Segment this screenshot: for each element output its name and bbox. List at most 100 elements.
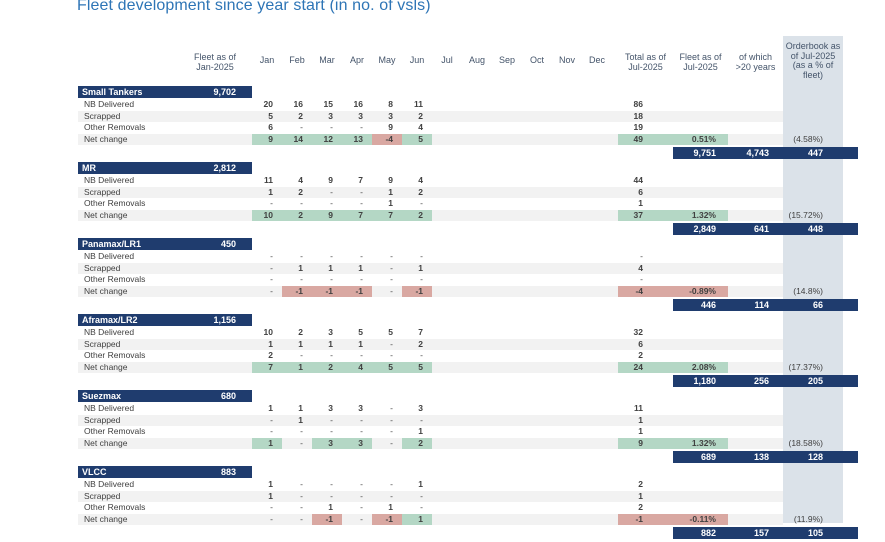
fleet-jul-pct-cell: 1.32%: [673, 209, 728, 221]
orderbook-pct-cell: [783, 274, 843, 286]
summary-bar: 446 114 66: [673, 299, 858, 311]
month-cell: [462, 133, 492, 145]
month-cell: [462, 414, 492, 426]
month-cell: [552, 186, 582, 198]
section-mr: MR 2,812 NB Delivered 11 4 9 7 9 4 44 Scrapped 1 2- -…: [78, 162, 858, 235]
month-cell: 2: [402, 338, 432, 350]
month-cell: -: [282, 490, 312, 502]
summary-ext: [843, 451, 858, 463]
section-fleet-jan-value: 9,702: [213, 87, 236, 97]
month-cell: 1: [342, 338, 372, 350]
gap-cell: [612, 209, 618, 221]
total-cell: 19: [633, 122, 643, 132]
fleet-jan-cell: [178, 110, 252, 122]
fleet-jan-cell: [178, 361, 252, 373]
fleet-jan-cell: [178, 490, 252, 502]
row-label: Other Removals: [84, 502, 146, 512]
month-cell: -: [300, 274, 303, 284]
fleet-jan-cell: [178, 479, 252, 491]
fleet-jan-cell: [178, 251, 252, 263]
fleet-jan-cell: [178, 327, 252, 339]
section-bar: VLCC 883: [78, 466, 252, 478]
fleet-jul-pct-cell: [673, 490, 728, 502]
over20-cell: [728, 437, 783, 449]
month-cell: [522, 403, 552, 415]
fleet-jul-pct-cell: [673, 251, 728, 263]
summary-row: 689 138 128: [78, 451, 858, 463]
orderbook-pct-cell: [783, 350, 843, 362]
section-bar-row: Aframax/LR2 1,156: [78, 314, 858, 326]
month-cell: -: [270, 426, 273, 436]
summary-bar: 882 157 105: [673, 527, 858, 539]
over20-cell: [728, 209, 783, 221]
summary-ext: [843, 375, 858, 387]
month-cell: [522, 209, 552, 221]
month-cell: [462, 361, 492, 373]
row-label: Net change: [78, 133, 178, 145]
month-cell: 4: [418, 122, 423, 132]
fleet-jul-pct-cell: [673, 198, 728, 210]
month-cell: [462, 198, 492, 210]
month-cell: [432, 122, 462, 134]
orderbook-pct-cell: [783, 175, 843, 187]
month-cell: 7: [372, 209, 402, 221]
month-cell: [552, 133, 582, 145]
ext-cell: [843, 438, 858, 450]
month-cell: 3: [358, 403, 363, 413]
row-label: Other Removals: [84, 426, 146, 436]
total-cell: 44: [633, 175, 643, 185]
month-cell: [432, 274, 462, 286]
month-cell: -: [270, 198, 273, 208]
month-cell: 9: [328, 175, 333, 185]
section-name: Panamax/LR1: [82, 239, 142, 249]
month-cell: [492, 479, 522, 491]
total-cell: -: [640, 274, 643, 284]
month-cell: -: [330, 426, 333, 436]
month-cell: 10: [252, 209, 282, 221]
section-name: Small Tankers: [82, 87, 143, 97]
month-cell: [582, 274, 612, 286]
month-cell: [432, 437, 462, 449]
month-cell: -: [342, 186, 372, 198]
total-cell: -1: [618, 513, 673, 525]
fleet-jan-cell: [178, 99, 252, 111]
table-row-other-removals: Other Removals 2 - - - - - 2: [78, 350, 858, 362]
summary-ext: [843, 223, 858, 235]
table-row-nb-delivered: NB Delivered 1 - - - - 1 2: [78, 479, 858, 491]
month-cell: 14: [282, 133, 312, 145]
month-cell: 2: [312, 361, 342, 373]
month-cell: 9: [252, 133, 282, 145]
section-fleet-jan-value: 1,156: [213, 315, 236, 325]
month-cell: 2: [268, 350, 273, 360]
gap-cell: [612, 437, 618, 449]
col-header-month-sep: Sep: [498, 55, 515, 65]
month-cell: [522, 122, 552, 134]
month-cell: [552, 403, 582, 415]
row-label: Scrapped: [78, 110, 178, 122]
over20-cell: [728, 502, 783, 514]
summary-over20: 641: [753, 224, 769, 234]
month-cell: [462, 437, 492, 449]
month-cell: -: [420, 251, 423, 261]
orderbook-pct-cell: [783, 122, 843, 134]
row-label: NB Delivered: [84, 99, 135, 109]
fleet-jul-pct-cell: [673, 110, 728, 122]
section-vlcc: VLCC 883 NB Delivered 1- - - -1 2 Scrapped 1- - - - -…: [78, 466, 858, 539]
month-cell: [492, 110, 522, 122]
summary-orderbook: 128: [807, 452, 823, 462]
row-label: Scrapped: [78, 490, 178, 502]
fleet-jul-pct-cell: [673, 274, 728, 286]
col-header-month-jul: Jul: [441, 55, 453, 65]
total-cell: 32: [633, 327, 643, 337]
month-cell: 6: [268, 122, 273, 132]
month-cell: [522, 186, 552, 198]
month-cell: [522, 274, 552, 286]
total-cell: 49: [618, 133, 673, 145]
ext-cell: [843, 339, 858, 351]
month-cell: 1: [402, 262, 432, 274]
fleet-jul-pct-cell: [673, 327, 728, 339]
month-cell: -: [330, 479, 333, 489]
month-cell: [522, 513, 552, 525]
month-cell: 5: [372, 361, 402, 373]
row-label: NB Delivered: [84, 403, 135, 413]
